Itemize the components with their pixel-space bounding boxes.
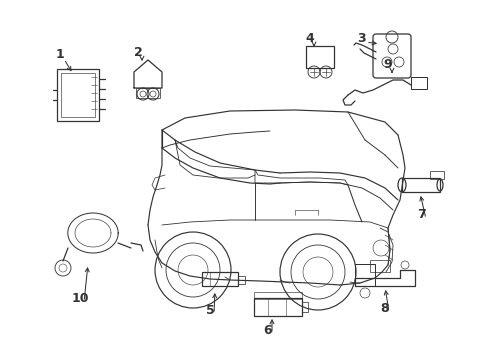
Bar [354, 264, 374, 286]
Text: 1: 1 [56, 49, 64, 62]
Text: 4: 4 [305, 31, 314, 45]
Bar [410, 77, 426, 89]
Bar [429, 171, 443, 179]
Text: 8: 8 [380, 302, 388, 315]
Bar [369, 260, 389, 272]
Bar [202, 272, 238, 286]
Text: 6: 6 [263, 324, 272, 337]
Text: 2: 2 [133, 45, 142, 58]
Bar [57, 69, 99, 121]
Bar [61, 73, 95, 117]
Bar [253, 292, 302, 299]
Text: 5: 5 [205, 303, 214, 316]
Bar [302, 302, 307, 312]
Bar [253, 298, 302, 316]
Bar [238, 276, 244, 284]
Text: 7: 7 [417, 208, 426, 221]
Bar [401, 178, 439, 192]
Text: 10: 10 [71, 292, 88, 305]
Text: 9: 9 [383, 58, 391, 72]
Bar [305, 46, 333, 68]
Bar [136, 88, 160, 98]
Text: 3: 3 [357, 31, 366, 45]
